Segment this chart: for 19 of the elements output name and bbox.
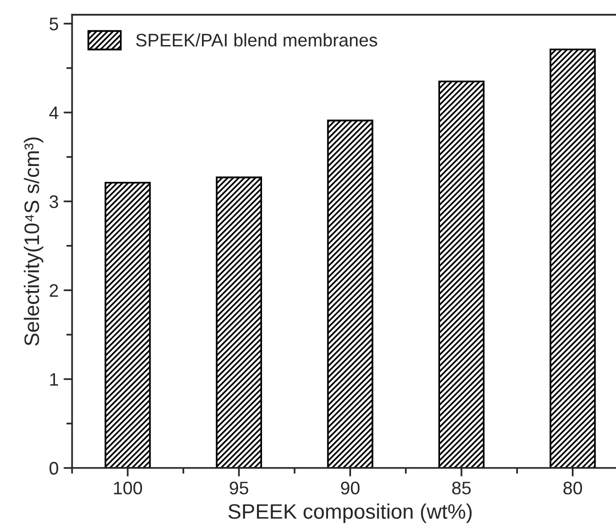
x-tick-label: 85 bbox=[452, 482, 471, 494]
y-tick-label: 3 bbox=[50, 195, 58, 208]
y-tick-label: 5 bbox=[50, 18, 58, 30]
legend-label: SPEEK/PAI blend membranes bbox=[136, 33, 378, 47]
x-tick-label: 80 bbox=[563, 482, 582, 494]
bar bbox=[327, 120, 374, 468]
x-axis-title: SPEEK composition (wt%) bbox=[228, 504, 472, 523]
y-tick-label: 4 bbox=[49, 106, 58, 120]
bar bbox=[216, 176, 262, 468]
x-tick-label: 100 bbox=[114, 482, 142, 494]
y-axis-title: Selectivity(10⁴S s/cm³) bbox=[24, 137, 44, 346]
x-tick-label: 90 bbox=[341, 482, 360, 494]
y-tick-label: 2 bbox=[50, 284, 58, 297]
bar bbox=[104, 182, 151, 468]
bar bbox=[550, 48, 596, 468]
x-tick-label: 95 bbox=[230, 482, 248, 494]
y-tick-label: 1 bbox=[50, 373, 58, 386]
bar bbox=[438, 80, 485, 468]
y-tick-label: 0 bbox=[50, 462, 58, 475]
